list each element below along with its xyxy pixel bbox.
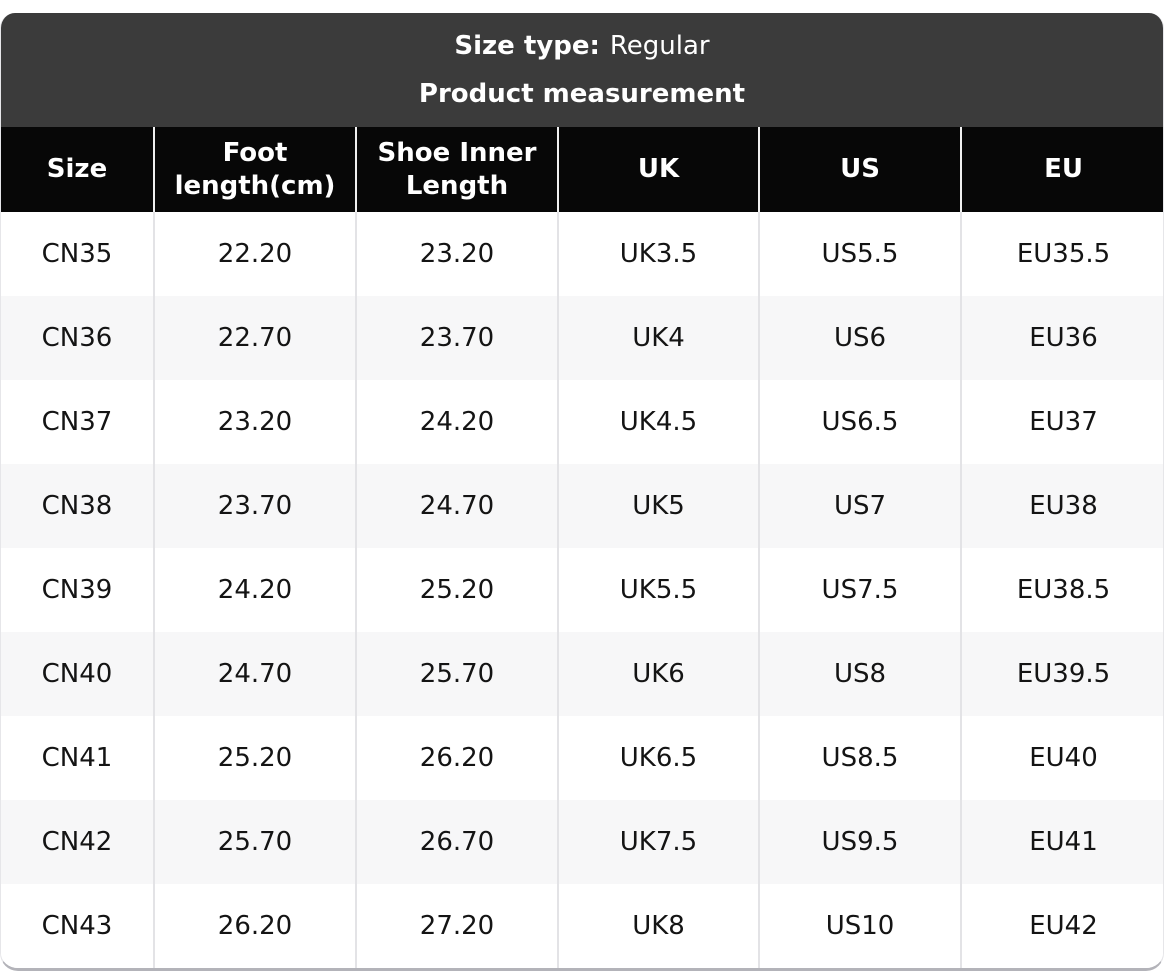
table-cell: EU38 (960, 464, 1163, 548)
column-header: Size (1, 127, 154, 212)
table-cell: UK6.5 (557, 716, 759, 800)
table-cell: EU36 (960, 296, 1163, 380)
table-cell: UK3.5 (557, 212, 759, 296)
table-cell: EU37 (960, 380, 1163, 464)
table-cell: 26.20 (153, 884, 356, 968)
table-cell: 22.70 (153, 296, 356, 380)
table-cell: CN41 (1, 716, 154, 800)
table-cell: EU39.5 (960, 632, 1163, 716)
table-cell: 24.70 (355, 464, 558, 548)
table-cell: 26.70 (355, 800, 558, 884)
table-row: CN41 25.20 26.20 UK6.5 US8.5 EU40 (1, 716, 1163, 800)
size-chart-header: Size type: Regular Product measurement (1, 13, 1163, 127)
table-cell: CN40 (1, 632, 154, 716)
table-cell: 26.20 (355, 716, 558, 800)
table-cell: EU42 (960, 884, 1163, 968)
table-cell: 23.20 (355, 212, 558, 296)
size-type-line: Size type: Regular (454, 31, 709, 61)
table-cell: CN37 (1, 380, 154, 464)
size-chart-table: Size Foot length(cm) Shoe Inner Length UK US… (1, 127, 1163, 968)
table-cell: UK4 (557, 296, 759, 380)
table-cell: 25.20 (355, 548, 558, 632)
table-row: CN39 24.20 25.20 UK5.5 US7.5 EU38.5 (1, 548, 1163, 632)
table-body: CN35 22.20 23.20 UK3.5 US5.5 EU35.5 CN36 22.70 2… (1, 212, 1163, 968)
table-cell: 23.70 (153, 464, 356, 548)
column-header: Shoe Inner Length (355, 127, 558, 212)
table-cell: 25.70 (153, 800, 356, 884)
table-cell: 27.20 (355, 884, 558, 968)
table-cell: EU40 (960, 716, 1163, 800)
table-cell: EU41 (960, 800, 1163, 884)
table-cell: US6.5 (758, 380, 961, 464)
table-row: CN35 22.20 23.20 UK3.5 US5.5 EU35.5 (1, 212, 1163, 296)
table-cell: 23.20 (153, 380, 356, 464)
table-cell: CN39 (1, 548, 154, 632)
size-type-value: Regular (609, 31, 710, 61)
table-cell: 25.20 (153, 716, 356, 800)
table-cell: CN35 (1, 212, 154, 296)
table-cell: UK6 (557, 632, 759, 716)
table-cell: CN43 (1, 884, 154, 968)
product-measurement-title: Product measurement (418, 79, 746, 109)
size-chart-panel: Size type: Regular Product measurement Si… (0, 13, 1164, 971)
column-header: UK (557, 127, 759, 212)
table-row: CN40 24.70 25.70 UK6 US8 EU39.5 (1, 632, 1163, 716)
table-header-row: Size Foot length(cm) Shoe Inner Length UK US… (1, 127, 1163, 212)
table-cell: CN36 (1, 296, 154, 380)
table-cell: US7.5 (758, 548, 961, 632)
table-row: CN43 26.20 27.20 UK8 US10 EU42 (1, 884, 1163, 968)
table-cell: CN42 (1, 800, 154, 884)
table-cell: 23.70 (355, 296, 558, 380)
table-cell: US7 (758, 464, 961, 548)
table-cell: UK4.5 (557, 380, 759, 464)
table-cell: 24.20 (355, 380, 558, 464)
table-cell: US10 (758, 884, 961, 968)
table-cell: UK5 (557, 464, 759, 548)
table-cell: 24.70 (153, 632, 356, 716)
table-cell: CN38 (1, 464, 154, 548)
table-cell: US9.5 (758, 800, 961, 884)
column-header: EU (960, 127, 1163, 212)
table-cell: US8 (758, 632, 961, 716)
table-row: CN38 23.70 24.70 UK5 US7 EU38 (1, 464, 1163, 548)
column-header: US (758, 127, 961, 212)
size-type-label: Size type: (454, 31, 600, 61)
table-row: CN37 23.20 24.20 UK4.5 US6.5 EU37 (1, 380, 1163, 464)
table-cell: 25.70 (355, 632, 558, 716)
table-cell: UK7.5 (557, 800, 759, 884)
table-row: CN42 25.70 26.70 UK7.5 US9.5 EU41 (1, 800, 1163, 884)
table-cell: UK8 (557, 884, 759, 968)
table-cell: US6 (758, 296, 961, 380)
table-cell: US8.5 (758, 716, 961, 800)
table-cell: EU35.5 (960, 212, 1163, 296)
table-row: CN36 22.70 23.70 UK4 US6 EU36 (1, 296, 1163, 380)
table-cell: US5.5 (758, 212, 961, 296)
column-header: Foot length(cm) (153, 127, 356, 212)
table-cell: 22.20 (153, 212, 356, 296)
table-cell: 24.20 (153, 548, 356, 632)
table-cell: UK5.5 (557, 548, 759, 632)
table-cell: EU38.5 (960, 548, 1163, 632)
